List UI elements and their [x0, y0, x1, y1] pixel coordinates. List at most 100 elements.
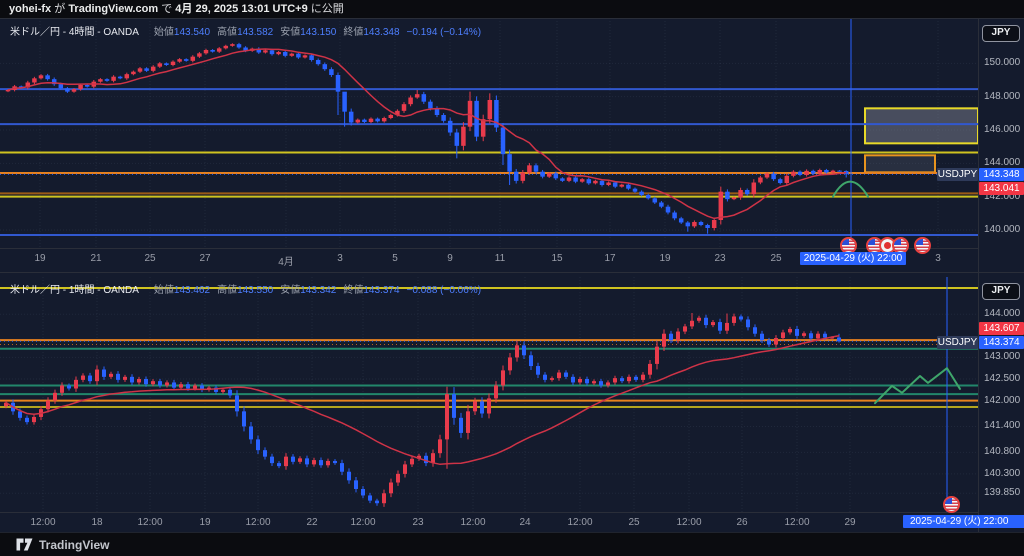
alert-price-chip: 143.607 — [979, 322, 1024, 335]
moving-average-line — [7, 48, 847, 220]
time-tick-label: 12:00 — [567, 517, 593, 528]
time-tick-label: 23 — [714, 253, 726, 264]
change-value: −0.194 (−0.14%) — [406, 27, 482, 38]
close-value: 143.374 — [363, 285, 400, 296]
price-tick-label: 150.000 — [984, 57, 1021, 69]
us-flag-icon — [916, 239, 929, 252]
candles — [5, 42, 849, 234]
publish-datetime: 4月 29, 2025 13:01 UTC+9 — [175, 3, 308, 15]
price-tick-label: 140.300 — [984, 467, 1021, 479]
green-drawing — [874, 367, 961, 405]
open-label: 始値 — [153, 27, 174, 38]
time-tick-label: 12:00 — [245, 517, 271, 528]
drawn-rectangle — [864, 154, 936, 174]
currency-button[interactable]: JPY — [982, 283, 1020, 300]
time-tick-label: 18 — [91, 517, 103, 528]
time-tick-label: 21 — [90, 253, 102, 264]
time-tick-label: 23 — [412, 517, 424, 528]
publisher-name: yohei-fx — [9, 3, 52, 15]
time-tick-label: 15 — [551, 253, 563, 264]
time-tick-label: 19 — [659, 253, 671, 264]
moving-average-line — [5, 335, 840, 466]
time-tick-label: 12:00 — [137, 517, 163, 528]
price-tick-label: 141.400 — [984, 420, 1021, 432]
high-label: 高値 — [217, 285, 238, 296]
drawn-rectangle — [864, 107, 979, 145]
high-label: 高値 — [217, 27, 238, 38]
time-tick-label: 5 — [392, 253, 398, 264]
low-value: 143.342 — [300, 285, 337, 296]
us-flag-icon — [868, 239, 881, 252]
time-tick-label: 25 — [144, 253, 156, 264]
alert-price-chip: 143.041 — [979, 182, 1024, 195]
last-price-chip: 143.348 — [979, 168, 1024, 181]
time-tick-label: 4月 — [278, 257, 294, 268]
price-tick-label: 143.000 — [984, 351, 1021, 363]
low-label: 安値 — [280, 285, 301, 296]
symbol-chip: USDJPY — [937, 168, 978, 181]
tradingview-logo-text: TradingView — [39, 537, 110, 552]
us-flag-icon — [894, 239, 907, 252]
time-tick-label: 12:00 — [30, 517, 56, 528]
time-tick-label: 19 — [199, 517, 211, 528]
open-label: 始値 — [153, 285, 174, 296]
candles — [4, 313, 841, 507]
symbol-chip: USDJPY — [937, 336, 978, 349]
footer-bar: TradingView — [0, 532, 1024, 556]
time-tick-label: 26 — [736, 517, 748, 528]
legend-4h: 米ドル／円 - 4時間 - OANDA 始値143.540 高値143.582 安値1… — [10, 23, 481, 38]
open-value: 143.540 — [173, 27, 211, 38]
header-particle: が — [51, 3, 69, 15]
change-value: −0.088 (−0.06%) — [406, 285, 482, 296]
time-tick-label: 17 — [604, 253, 616, 264]
price-tick-label: 140.800 — [984, 446, 1021, 458]
price-tick-label: 140.000 — [984, 224, 1021, 235]
chart-canvas[interactable] — [0, 18, 1024, 532]
time-tick-label: 3 — [935, 253, 941, 264]
last-price-chip: 143.374 — [979, 336, 1024, 349]
currency-button[interactable]: JPY — [982, 25, 1020, 42]
low-value: 143.150 — [300, 27, 337, 38]
low-label: 安値 — [280, 27, 301, 38]
symbol-title[interactable]: 米ドル／円 - 4時間 - OANDA — [10, 27, 139, 38]
share-header: yohei-fx が TradingView.com で 4月 29, 2025… — [0, 0, 1024, 18]
chart-area[interactable] — [0, 18, 1024, 532]
price-tick-label: 142.000 — [984, 394, 1021, 406]
economic-event-icon-us[interactable] — [943, 496, 960, 513]
time-tick-label: 29 — [844, 517, 856, 528]
site-name: TradingView.com — [68, 3, 159, 15]
time-tick-label: 12:00 — [350, 517, 376, 528]
price-tick-label: 144.000 — [984, 308, 1021, 320]
symbol-title[interactable]: 米ドル／円 - 1時間 - OANDA — [10, 285, 139, 296]
high-value: 143.550 — [237, 285, 274, 296]
legend-1h: 米ドル／円 - 1時間 - OANDA 始値143.462 高値143.550 安値1… — [10, 281, 481, 296]
header-particle: に公開 — [307, 3, 344, 15]
header-particle: で — [158, 3, 176, 15]
time-tick-label: 12:00 — [784, 517, 810, 528]
open-value: 143.462 — [173, 285, 211, 296]
price-tick-label: 142.500 — [984, 373, 1021, 384]
jp-flag-icon — [881, 239, 894, 252]
time-tick-label: 12:00 — [460, 517, 486, 528]
time-tick-label: 22 — [306, 517, 318, 528]
time-tick-label: 25 — [770, 253, 782, 264]
time-tick-label: 24 — [519, 517, 531, 528]
economic-event-icon-us[interactable] — [914, 237, 931, 254]
time-tick-label: 11 — [494, 253, 506, 264]
time-marker-chip: 2025-04-29 (火) 22:00 — [800, 252, 906, 265]
time-tick-label: 25 — [628, 517, 640, 528]
us-flag-icon — [842, 239, 855, 252]
price-tick-label: 146.000 — [984, 124, 1021, 135]
price-tick-label: 142.000 — [984, 190, 1021, 202]
price-tick-label: 148.000 — [984, 90, 1021, 102]
time-tick-label: 9 — [447, 253, 453, 264]
close-value: 143.348 — [363, 27, 400, 38]
time-tick-label: 19 — [34, 253, 46, 264]
close-label: 終値 — [343, 27, 364, 38]
green-drawing — [832, 180, 869, 198]
tradingview-logo-icon — [16, 538, 33, 551]
time-marker-chip: 2025-04-29 (火) 22:00 — [903, 515, 1024, 528]
tradingview-logo[interactable]: TradingView — [16, 537, 109, 552]
economic-event-icon-us[interactable] — [866, 237, 883, 254]
